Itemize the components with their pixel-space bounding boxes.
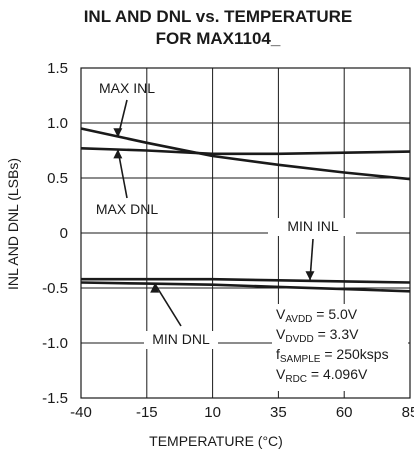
conditions-bg bbox=[272, 304, 408, 391]
chart-title-line-1: INL AND DNL vs. TEMPERATURE bbox=[84, 7, 353, 26]
min-inl-arrow-head bbox=[305, 271, 315, 281]
min-dnl-label: MIN DNL bbox=[152, 331, 210, 347]
max-dnl-label: MAX DNL bbox=[96, 201, 158, 217]
condition-line: VRDC = 4.096V bbox=[276, 366, 368, 385]
series-max-dnl bbox=[80, 147, 411, 156]
tick-labels: -40 -15 10 35 60 85 1.5 1.0 0.5 0 -0.5 -1.0 -1.5 bbox=[42, 60, 414, 421]
series-max-inl bbox=[80, 127, 411, 181]
x-tick-label: 35 bbox=[270, 404, 287, 421]
max-inl-label: MAX INL bbox=[99, 80, 155, 96]
series-lines bbox=[80, 127, 411, 293]
min-dnl-arrow-head bbox=[150, 283, 160, 293]
y-tick-label: 0.5 bbox=[47, 170, 68, 187]
annotations: MAX INL MAX DNL MIN INL MIN DNL bbox=[96, 80, 356, 349]
plot-frame bbox=[80, 67, 411, 399]
condition-line: fSAMPLE = 250ksps bbox=[276, 346, 389, 365]
y-tick-label: 0 bbox=[60, 225, 68, 242]
condition-line: VAVDD = 5.0V bbox=[276, 306, 358, 325]
condition-line: VDVDD = 3.3V bbox=[276, 326, 359, 345]
y-tick-label: -1.5 bbox=[42, 390, 68, 407]
min-dnl-arrow-shaft bbox=[154, 283, 182, 327]
x-tick-label: 60 bbox=[336, 404, 353, 421]
chart-title-line-2: FOR MAX1104_ bbox=[156, 29, 281, 48]
max-inl-arrow-head bbox=[113, 128, 123, 138]
min-dnl-label-bg bbox=[144, 331, 218, 349]
y-tick-label: 1.5 bbox=[47, 60, 68, 77]
max-dnl-arrow-head bbox=[113, 149, 123, 159]
x-tick-label: -40 bbox=[70, 404, 92, 421]
min-inl-label: MIN INL bbox=[287, 218, 339, 234]
y-axis-label: INL AND DNL (LSBs) bbox=[5, 158, 21, 290]
y-tick-label: -0.5 bbox=[42, 280, 68, 297]
y-tick-label: 1.0 bbox=[47, 115, 68, 132]
x-tick-label: -15 bbox=[136, 404, 158, 421]
x-tick-label: 10 bbox=[204, 404, 221, 421]
series-min-dnl bbox=[80, 281, 411, 293]
x-axis-label: TEMPERATURE (°C) bbox=[149, 433, 283, 449]
x-tick-label: 85 bbox=[402, 404, 414, 421]
series-min-inl bbox=[81, 277, 411, 284]
min-inl-label-bg bbox=[268, 218, 356, 236]
y-tick-label: -1.0 bbox=[42, 335, 68, 352]
